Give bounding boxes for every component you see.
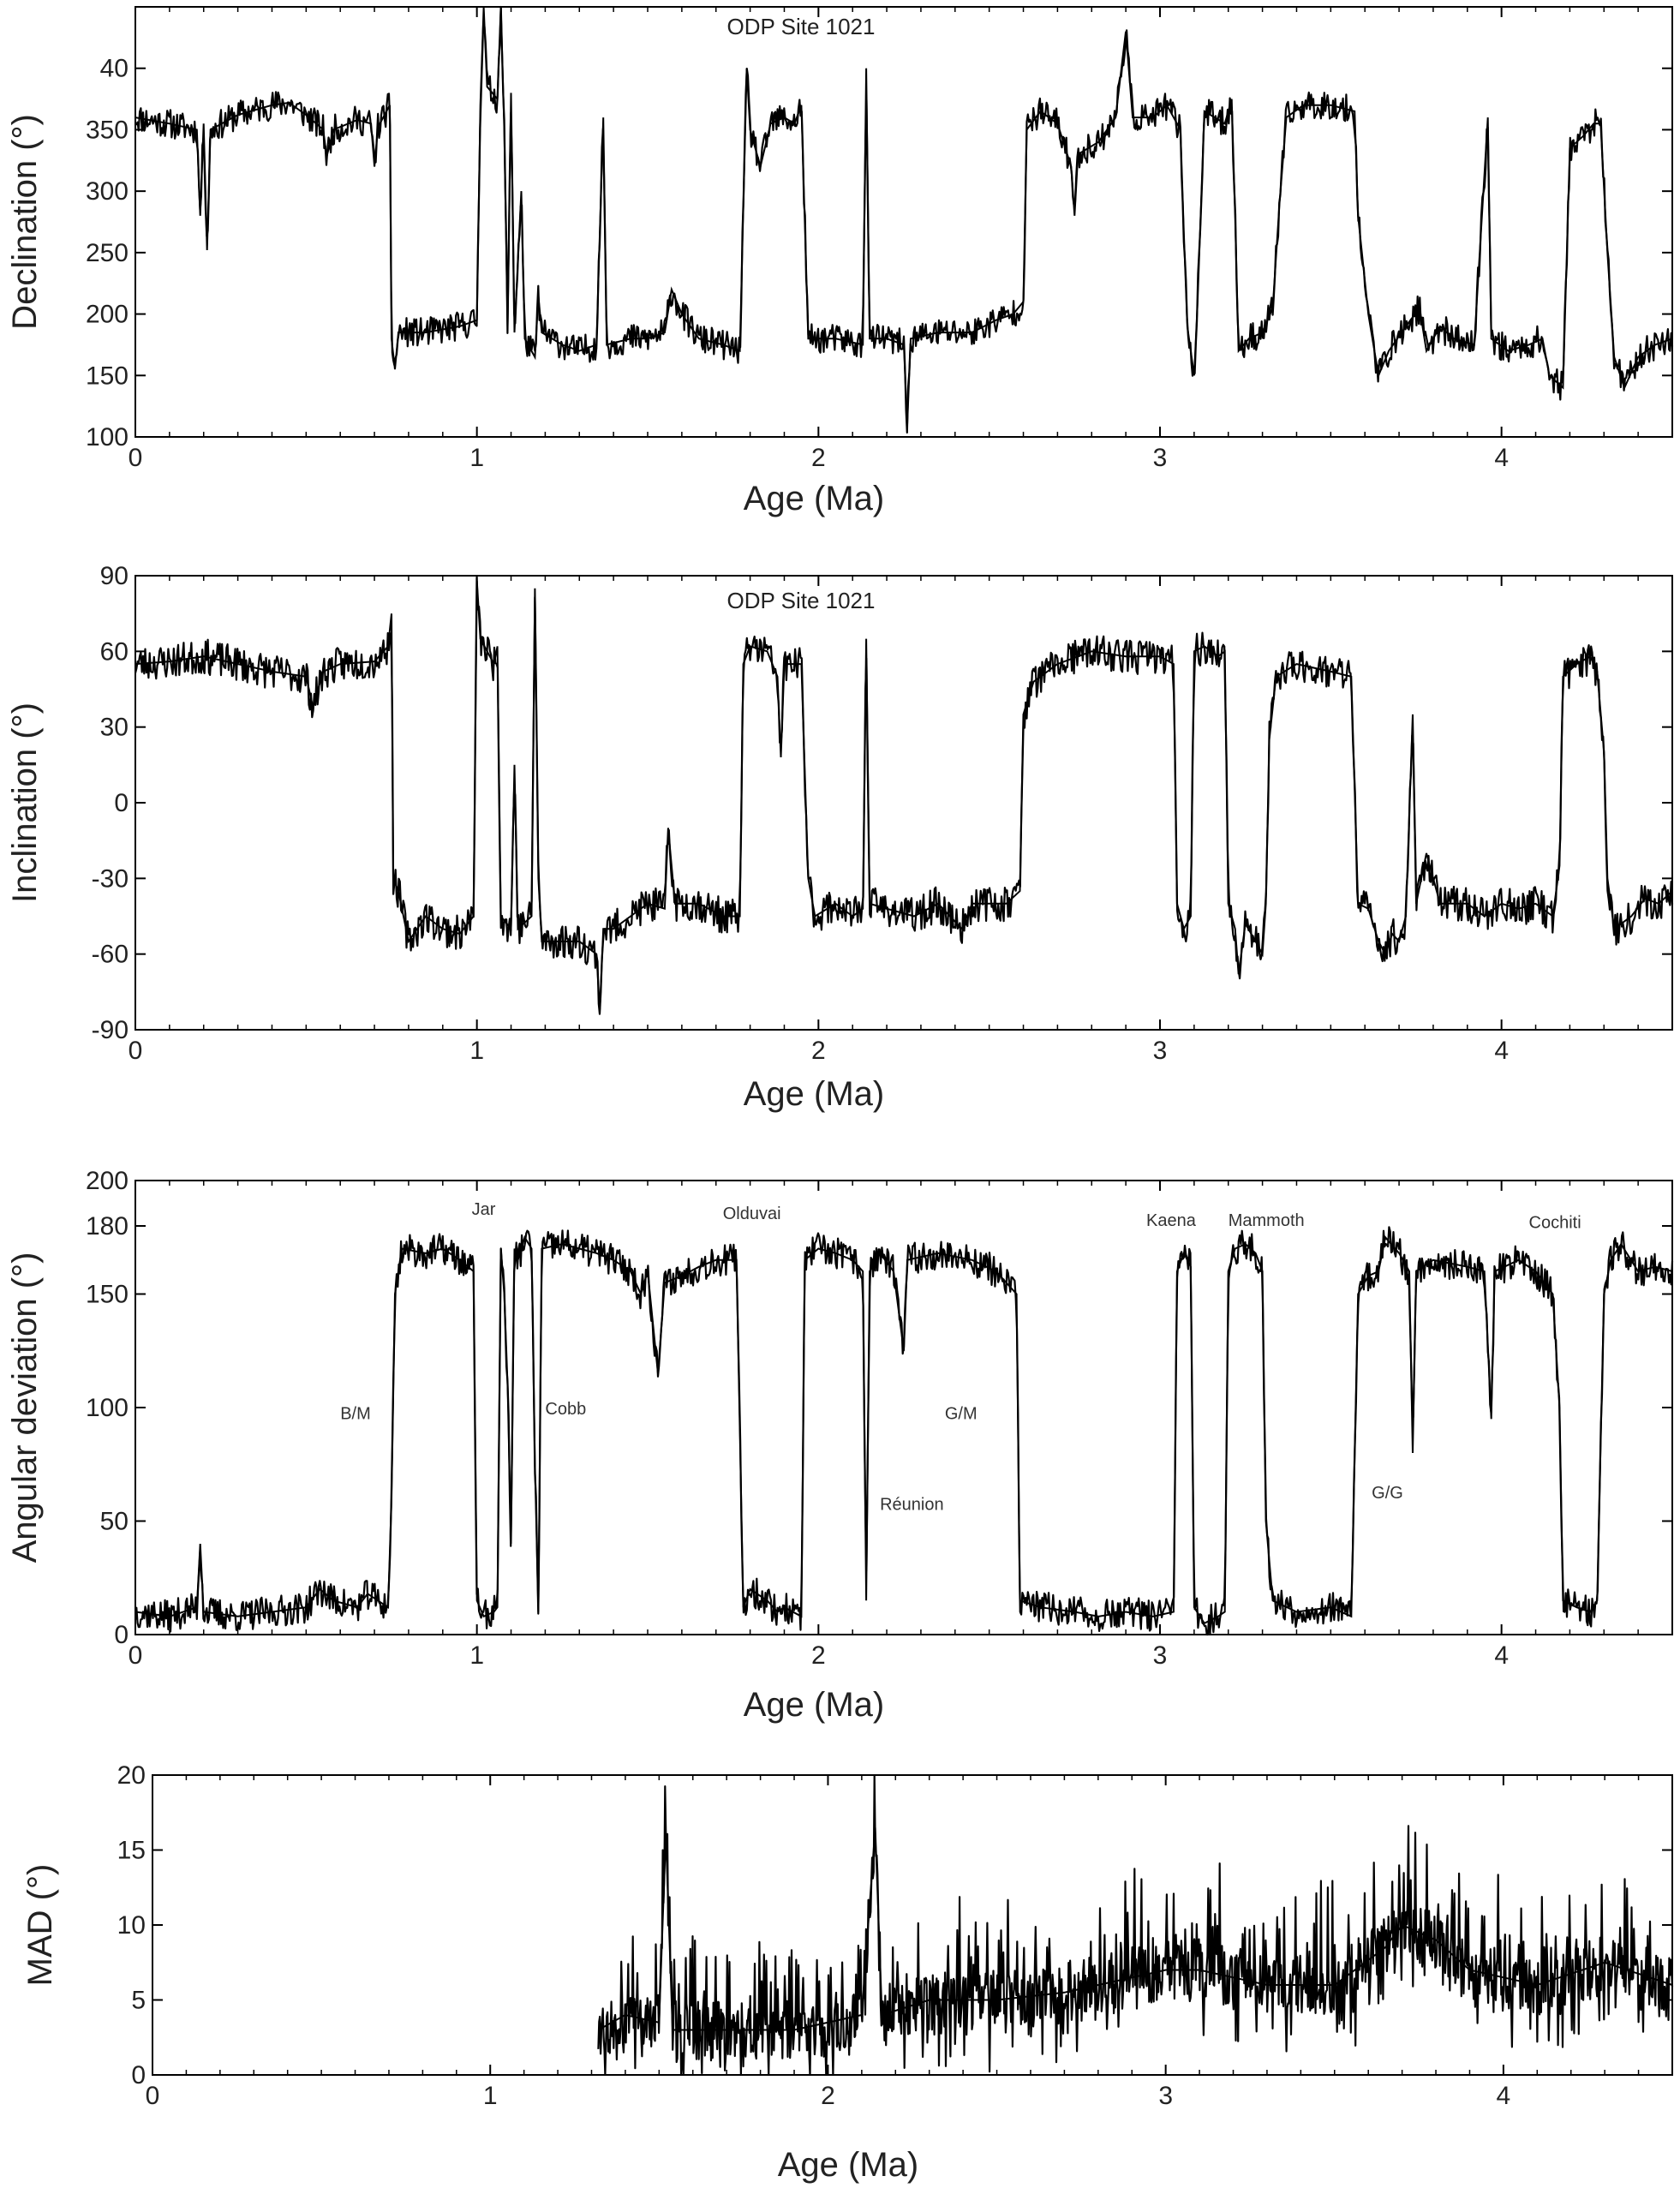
inclination-x-tick-label: 2 [811, 1037, 826, 1065]
annotation-label: Jar [472, 1200, 496, 1219]
inclination-y-tick-label: 90 [100, 562, 129, 590]
angular-deviation-x-tick-label: 1 [469, 1641, 484, 1670]
angular-deviation-x-axis-title: Age (Ma) [744, 1686, 885, 1724]
angular-deviation-y-tick-label: 0 [114, 1621, 129, 1649]
inclination-y-tick-label: 60 [100, 637, 129, 666]
declination-ticks: 0 1 2 3 4 100 150 200 250 300 350 40 [86, 7, 1673, 472]
declination-x-tick-label: 1 [469, 444, 484, 472]
inclination-x-axis-title: Age (Ma) [744, 1075, 885, 1113]
inclination-key-transitions [135, 580, 1673, 1010]
mad-ticks: 0 1 2 3 4 0 5 10 15 20 [117, 1761, 1673, 2110]
mad-x-tick-label: 0 [146, 2082, 160, 2110]
inclination-y-tick-label: -60 [92, 941, 129, 969]
mad-key-transitions [597, 1827, 1673, 2031]
inclination-x-tick-label: 3 [1153, 1037, 1168, 1065]
declination-x-tick-label: 2 [811, 444, 826, 472]
mad-x-tick-label: 3 [1158, 2082, 1173, 2110]
mad-y-axis-title: MAD (°) [21, 1864, 59, 1987]
inclination-y-axis-title: Inclination (°) [6, 702, 44, 903]
declination-y-tick-label: 150 [86, 362, 129, 390]
annotation-label: Réunion [880, 1495, 944, 1514]
inclination-x-tick-label: 4 [1494, 1037, 1509, 1065]
angular-deviation-y-tick-label: 50 [100, 1508, 129, 1536]
annotation-label: Kaena [1146, 1211, 1197, 1230]
declination-site-label: ODP Site 1021 [727, 14, 876, 39]
declination-series-line [135, 5, 1674, 434]
mad-x-axis-title: Age (Ma) [778, 2146, 919, 2184]
angular-deviation-annotations: Jar Olduvai Kaena Mammoth Cochiti B/M Cobb G/M R… [340, 1200, 1581, 1515]
annotation-label: Cobb [545, 1400, 586, 1419]
declination-key-transitions [135, 6, 1673, 425]
angular-deviation-key-transitions [135, 1234, 1673, 1625]
declination-x-tick-label: 4 [1494, 444, 1509, 472]
angular-deviation-x-tick-label: 3 [1153, 1641, 1168, 1670]
annotation-label: G/G [1372, 1484, 1403, 1503]
angular-deviation-x-tick-label: 2 [811, 1641, 826, 1670]
mad-y-tick-label: 5 [131, 1987, 146, 2015]
annotation-label: Mammoth [1229, 1211, 1305, 1230]
mad-series-line [597, 1773, 1674, 2077]
declination-y-tick-label: 200 [86, 301, 129, 329]
mad-y-tick-label: 0 [131, 2061, 146, 2089]
mad-y-tick-label: 20 [117, 1761, 146, 1790]
mad-panel: 0 1 2 3 4 0 5 10 15 20 Age (Ma) MAD (°) [21, 1761, 1674, 2184]
annotation-label: G/M [945, 1404, 978, 1423]
declination-y-tick-label: 40 [100, 55, 129, 83]
mad-x-tick-label: 1 [483, 2082, 498, 2110]
angular-deviation-y-tick-label: 150 [86, 1281, 129, 1309]
inclination-x-tick-label: 0 [129, 1037, 143, 1065]
mad-x-tick-label: 4 [1497, 2082, 1511, 2110]
annotation-label: Olduvai [723, 1205, 781, 1223]
angular-deviation-panel: 0 1 2 3 4 0 50 100 150 180 200 Jar Olduvai Kaena Mamm… [6, 1167, 1674, 1724]
mad-y-tick-label: 15 [117, 1837, 146, 1865]
angular-deviation-y-axis-title: Angular deviation (°) [6, 1252, 44, 1563]
inclination-plot-frame [135, 575, 1673, 1031]
declination-x-tick-label: 3 [1153, 444, 1168, 472]
inclination-ticks: 0 1 2 3 4 -90 -60 -30 0 30 60 90 [92, 562, 1673, 1065]
angular-deviation-y-tick-label: 200 [86, 1167, 129, 1195]
angular-deviation-y-tick-label: 180 [86, 1212, 129, 1240]
declination-y-axis-title: Declination (°) [6, 114, 44, 330]
inclination-x-tick-label: 1 [469, 1037, 484, 1065]
declination-plot-frame [135, 6, 1673, 438]
declination-x-axis-title: Age (Ma) [744, 480, 885, 517]
angular-deviation-ticks: 0 1 2 3 4 0 50 100 150 180 200 [86, 1167, 1673, 1670]
inclination-y-tick-label: 0 [114, 789, 129, 817]
declination-y-tick-label: 300 [86, 177, 129, 206]
mad-y-tick-label: 10 [117, 1911, 146, 1940]
declination-x-tick-label: 0 [129, 444, 143, 472]
angular-deviation-y-tick-label: 100 [86, 1394, 129, 1422]
inclination-y-tick-label: -90 [92, 1016, 129, 1044]
inclination-series-line [134, 576, 1674, 1015]
inclination-y-tick-label: 30 [100, 714, 129, 742]
angular-deviation-x-tick-label: 4 [1494, 1641, 1509, 1670]
inclination-y-tick-label: -30 [92, 864, 129, 893]
mad-x-tick-label: 2 [821, 2082, 835, 2110]
declination-y-tick-label: 250 [86, 239, 129, 267]
angular-deviation-series-line [134, 1226, 1674, 1636]
mad-plot-frame [152, 1774, 1673, 2076]
inclination-panel: 0 1 2 3 4 -90 -60 -30 0 30 60 90 ODP Site 1021 Age … [6, 562, 1674, 1113]
declination-y-tick-label: 100 [86, 423, 129, 451]
declination-y-tick-label: 350 [86, 116, 129, 144]
annotation-label: Cochiti [1529, 1214, 1581, 1233]
inclination-site-label: ODP Site 1021 [727, 588, 876, 613]
annotation-label: B/M [340, 1404, 371, 1423]
angular-deviation-x-tick-label: 0 [129, 1641, 143, 1670]
